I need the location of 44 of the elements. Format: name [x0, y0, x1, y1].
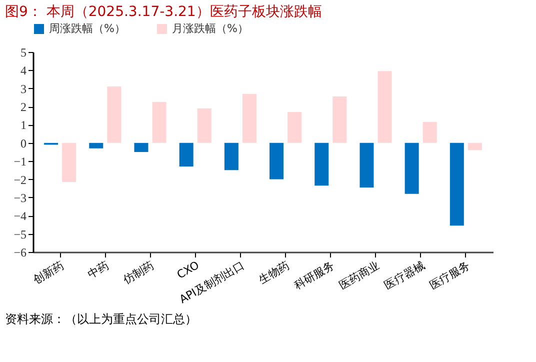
- y-tick-label: 5: [20, 46, 26, 60]
- x-tick-label: 医药商业: [337, 258, 382, 292]
- bar: [468, 142, 482, 150]
- y-tick-label: 0: [20, 136, 26, 150]
- x-tick-label: CXO: [174, 258, 202, 282]
- y-tick-label: 1: [20, 118, 26, 132]
- bar: [450, 142, 464, 226]
- legend-label: 周涨跌幅（%）: [49, 22, 126, 35]
- bar: [224, 142, 238, 170]
- x-tick-label: 医疗器械: [382, 258, 427, 292]
- bar: [378, 71, 392, 143]
- x-tick-label: 仿制药: [120, 258, 156, 287]
- x-tick-label: 创新药: [30, 258, 66, 286]
- bar: [422, 122, 437, 143]
- bar: [360, 142, 374, 188]
- bar: [404, 142, 419, 194]
- x-tick-label: 生物药: [256, 258, 292, 286]
- bar: [179, 142, 194, 167]
- y-tick-label: 2: [20, 100, 26, 114]
- bar: [197, 108, 212, 143]
- text: 资料来源：（以上为重点公司汇总）: [5, 312, 197, 326]
- chart-title: 图9： 本周（2025.3.17-3.21）医药子板块涨跌幅: [5, 4, 322, 20]
- x-tick-label: 医疗服务: [427, 258, 472, 292]
- y-tick-label: −4: [14, 209, 26, 224]
- bar: [242, 94, 256, 143]
- legend-label: 月涨跌幅（%）: [172, 22, 248, 35]
- bar: [270, 142, 284, 180]
- y-tick-label: −3: [14, 190, 26, 205]
- bar: [288, 112, 302, 143]
- bar: [107, 86, 122, 143]
- y-tick-label: −6: [14, 246, 26, 260]
- x-tick-label: 科研服务: [292, 258, 337, 292]
- bar: [332, 96, 347, 143]
- bar: [152, 102, 166, 143]
- y-tick-label: −2: [14, 172, 26, 187]
- bar: [62, 142, 76, 182]
- y-tick-label: 4: [20, 64, 26, 78]
- y-tick-label: −5: [14, 227, 26, 242]
- bar: [314, 142, 329, 186]
- x-tick-label: 中药: [86, 258, 112, 281]
- y-tick-label: −1: [14, 154, 26, 169]
- y-tick-label: 3: [20, 82, 26, 96]
- bar: [89, 142, 104, 148]
- bar: [134, 142, 148, 152]
